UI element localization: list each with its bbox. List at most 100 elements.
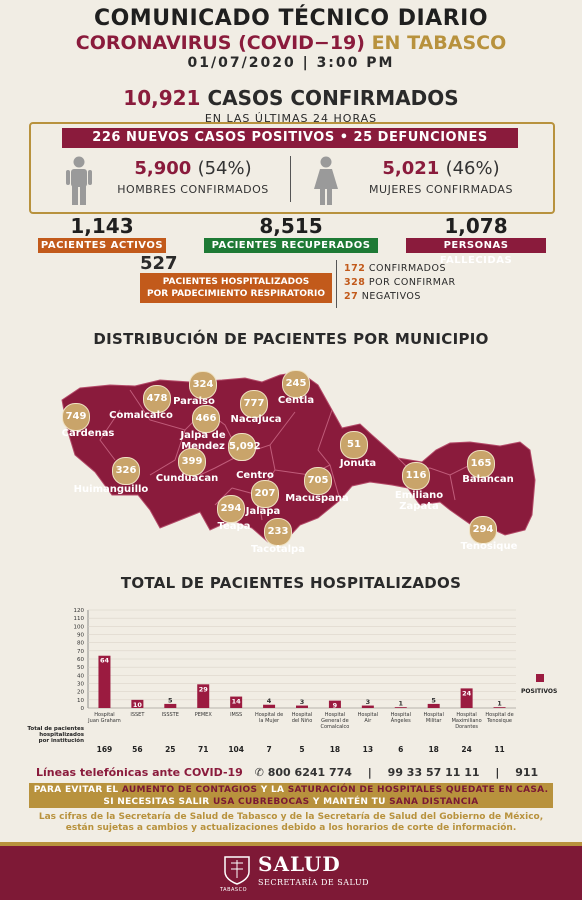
summary-frame — [29, 122, 555, 214]
bar-value-label: 29 — [199, 685, 209, 693]
municipio-label: Jalpa de Mendez — [180, 430, 226, 452]
y-tick-label: 110 — [74, 616, 85, 622]
phone-2[interactable]: 99 33 57 11 11 — [387, 766, 480, 779]
bar — [394, 707, 407, 708]
municipio-label: Cardenas — [61, 428, 115, 439]
x-tick-label: Maximiliano — [452, 718, 482, 724]
municipio-label: Balancan — [462, 474, 514, 485]
y-tick-label: 30 — [77, 682, 84, 688]
resp-pending-label: POR CONFIRMAR — [368, 277, 456, 288]
institution-total: 5 — [299, 745, 304, 754]
bar — [427, 703, 440, 708]
institution-total: 11 — [494, 745, 504, 754]
totals-label: hospitalizados — [39, 732, 85, 738]
municipio-label: Macuspana — [285, 493, 349, 504]
phone-1[interactable]: 800 6241 774 — [267, 766, 352, 779]
deaths-label: PERSONAS FALLECIDAS — [406, 238, 546, 266]
municipio-label: Jonuta — [339, 458, 377, 469]
respiratory-breakdown: 172 CONFIRMADOS 328 POR CONFIRMAR 27 NEG… — [344, 262, 456, 304]
resp-confirmed-number: 172 — [344, 263, 366, 274]
municipio-label: Tenosique — [460, 541, 518, 552]
bar-value-label: 24 — [462, 689, 472, 697]
tabasco-shield-icon — [224, 856, 250, 885]
bar-value-label: 64 — [100, 657, 110, 665]
x-tick-label: General de — [321, 718, 349, 724]
x-tick-label: PEMEX — [195, 712, 213, 718]
men-label: HOMBRES CONFIRMADOS — [117, 183, 269, 196]
bar — [131, 699, 144, 708]
resp-pending-number: 328 — [344, 277, 366, 288]
bar — [460, 688, 473, 708]
municipio-value: 466 — [192, 405, 220, 433]
x-tick-label: la Mujer — [259, 718, 280, 724]
hospitalized-label: PACIENTES HOSPITALIZADOS POR PADECIMIENT… — [140, 273, 332, 303]
phone-lines-label: Líneas telefónicas ante COVID-19 — [36, 766, 243, 779]
institution-total: 18 — [428, 745, 438, 754]
date-time: 01/07/2020 | 3:00 PM — [187, 55, 395, 71]
hospitalized-number: 527 — [140, 253, 178, 274]
page-title: COMUNICADO TÉCNICO DIARIO — [93, 6, 489, 31]
bar-value-label: 1 — [399, 700, 404, 708]
municipio-value: 207 — [251, 480, 279, 508]
footer-sub: SECRETARÍA DE SALUD — [258, 878, 370, 887]
y-tick-label: 50 — [77, 665, 84, 671]
x-tick-label: Comalcalco — [320, 724, 349, 730]
municipio-label: Emiliano Zapata — [394, 490, 444, 512]
women-stat: 5,021 (46%) — [346, 158, 536, 179]
disclaimer-line-1: Las cifras de la Secretaría de Salud de … — [38, 812, 544, 822]
x-tick-label: Air — [364, 718, 372, 724]
y-tick-label: 20 — [77, 690, 84, 696]
women-label: MUJERES CONFIRMADAS — [369, 183, 513, 196]
municipio-value: 705 — [304, 467, 332, 495]
municipio-label: Tacotalpa — [251, 544, 305, 555]
y-tick-label: 80 — [77, 641, 84, 647]
bar — [361, 705, 374, 708]
municipio-label: Huimanguillo — [73, 484, 149, 495]
footer-brand: SALUD — [258, 852, 341, 876]
x-tick-label: Tenosique — [486, 718, 512, 724]
municipio-value: 116 — [402, 462, 430, 490]
x-tick-label: Militar — [426, 718, 443, 724]
municipio-label: Comalcalco — [109, 410, 173, 421]
women-number: 5,021 — [382, 158, 440, 179]
footer-state: TABASCO — [220, 887, 248, 893]
phone-separator-2: | — [495, 766, 500, 779]
institution-total: 169 — [97, 745, 113, 754]
hospitalized-label-1: PACIENTES HOSPITALIZADOS — [162, 277, 310, 287]
y-tick-label: 60 — [77, 657, 84, 663]
municipio-label: Centro — [236, 470, 274, 481]
x-tick-label: Hospital — [292, 712, 312, 718]
bar — [328, 700, 341, 708]
municipio-label: Jalapa — [245, 506, 281, 517]
bar-value-label: 5 — [431, 696, 436, 704]
advice-text-2d: SANA DISTANCIA — [389, 797, 479, 807]
institution-total: 13 — [363, 745, 373, 754]
x-tick-label: Hospital de — [255, 712, 283, 718]
resp-divider — [336, 260, 337, 308]
advice-text-2b: USA CUBREBOCAS — [212, 797, 310, 807]
y-tick-label: 40 — [77, 673, 84, 679]
municipio-value: 51 — [340, 431, 368, 459]
institution-total: 104 — [228, 745, 244, 754]
phone-3[interactable]: 911 — [515, 766, 539, 779]
municipio-value: 777 — [240, 390, 268, 418]
x-tick-label: ISSSTE — [162, 712, 179, 718]
advice-text-1c: Y LA — [257, 785, 288, 795]
phone-icon: ✆ — [254, 766, 264, 779]
institution-total: 24 — [461, 745, 471, 754]
municipio-label: Paraiso — [173, 396, 215, 407]
x-tick-label: IMSS — [230, 712, 242, 718]
advice-text-2a: SI NECESITAS SALIR — [103, 797, 213, 807]
disclaimer: Las cifras de la Secretaría de Salud de … — [0, 812, 582, 834]
municipio-value: 326 — [112, 457, 140, 485]
resp-confirmed-label: CONFIRMADOS — [368, 263, 446, 274]
hospitalized-label-2: POR PADECIMIENTO RESPIRATORIO — [147, 289, 325, 299]
x-tick-label: Hospital — [391, 712, 411, 718]
divider — [290, 156, 291, 202]
municipio-value: 5,092 — [228, 433, 261, 461]
bar-value-label: 14 — [232, 698, 242, 706]
bar-value-label: 3 — [300, 698, 305, 706]
y-tick-label: 100 — [74, 624, 85, 630]
bar — [493, 707, 506, 708]
x-tick-label: Hospital — [358, 712, 378, 718]
